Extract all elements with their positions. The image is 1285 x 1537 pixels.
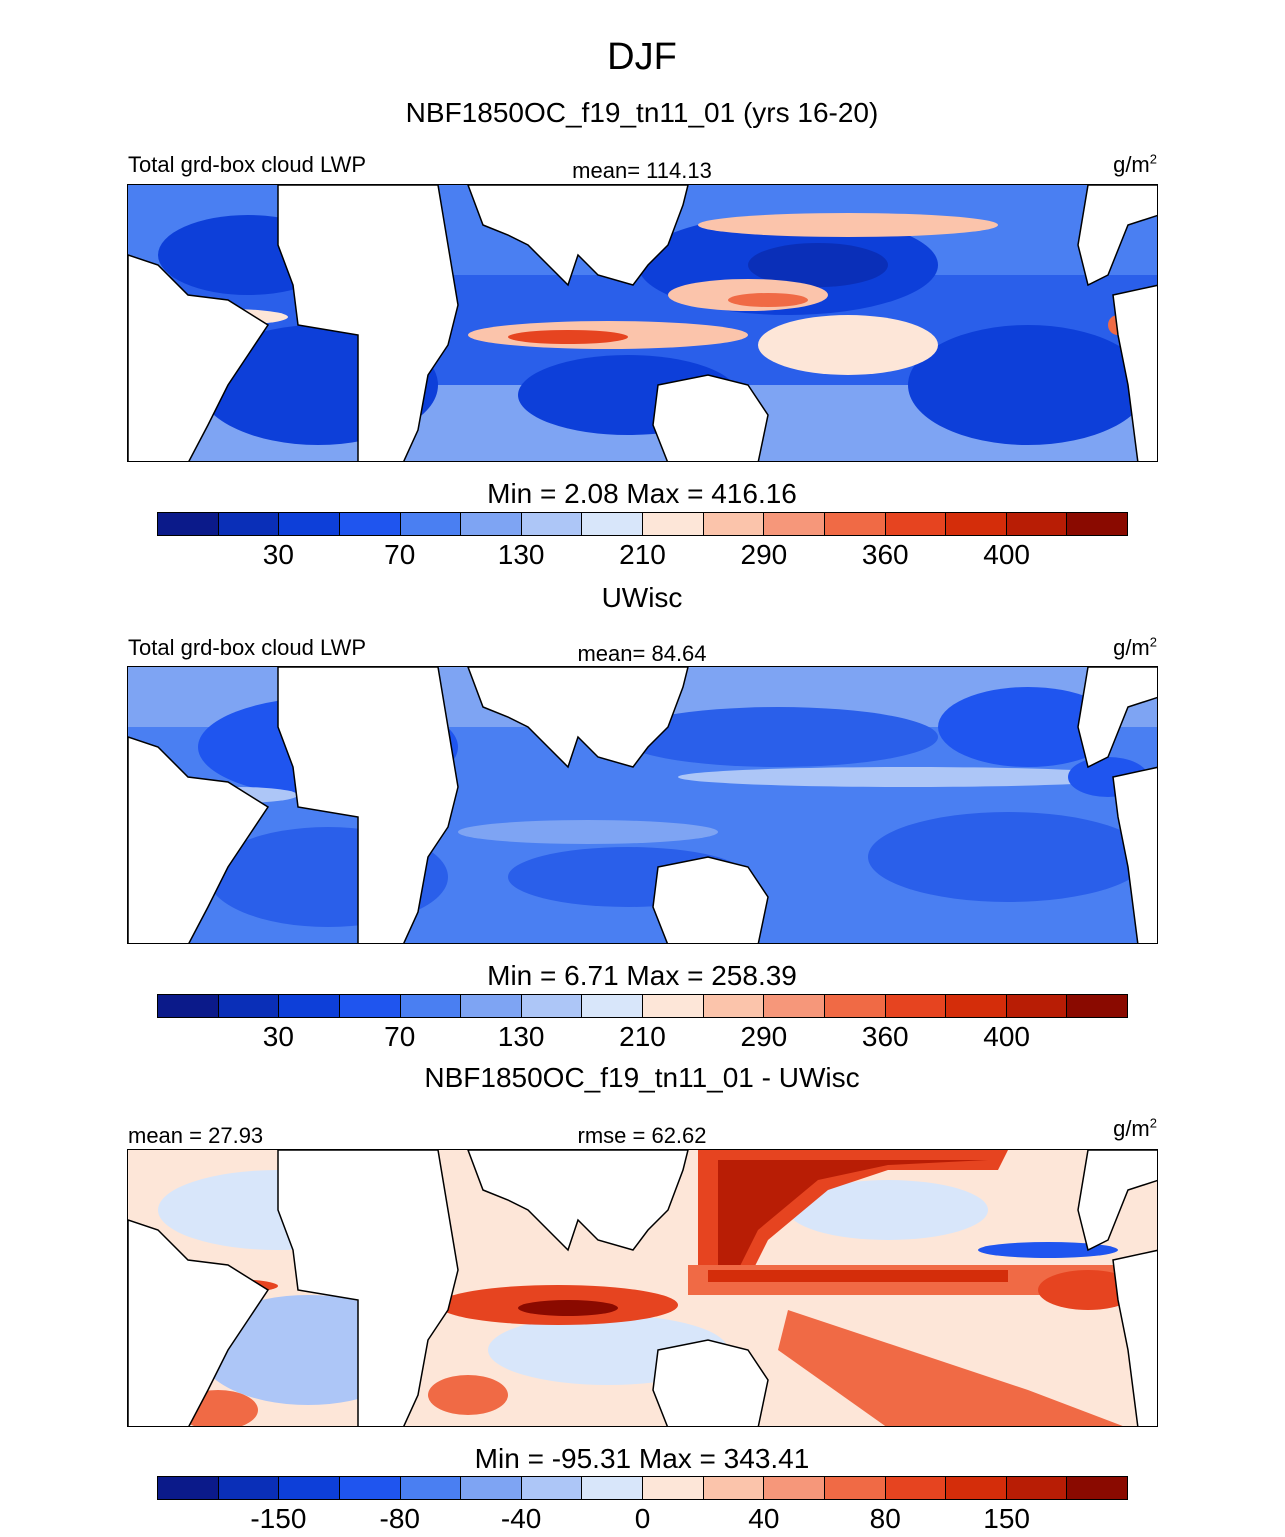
colorbar-swatch (521, 513, 583, 535)
colorbar-swatch (764, 1477, 825, 1499)
colorbar-swatch (582, 995, 643, 1017)
map-model (127, 184, 1158, 462)
colorbar-swatch (218, 513, 280, 535)
colorbar-swatch (339, 1477, 401, 1499)
mean-label-model: mean= 114.13 (572, 158, 712, 183)
colorbar-swatch (521, 1477, 583, 1499)
minmax-obs: Min = 6.71 Max = 258.39 (487, 960, 797, 991)
colorbar-swatch (703, 1477, 765, 1499)
rmse-label-diff: rmse = 62.62 (577, 1123, 707, 1148)
mean-label-obs: mean= 84.64 (577, 641, 707, 666)
colorbar-swatch (946, 513, 1007, 535)
colorbar-swatch (764, 995, 825, 1017)
colorbar-model (157, 512, 1128, 536)
colorbar-ticks-model: 30 70 130 210 290 360 400 (0, 539, 1285, 573)
map-model-canvas (128, 185, 1157, 461)
colorbar-swatch (824, 995, 886, 1017)
colorbar-tick-label: 290 (740, 539, 788, 570)
colorbar-swatch (461, 513, 522, 535)
colorbar-tick-label: 30 (262, 539, 294, 570)
colorbar-swatch (158, 1477, 219, 1499)
colorbar-tick-label: 400 (983, 1021, 1030, 1052)
variable-label-model: Total grd-box cloud LWP (128, 152, 367, 177)
colorbar-tick-label: 290 (740, 1021, 788, 1052)
colorbar-tick-label: 150 (983, 1503, 1030, 1534)
panel-heading-diff: NBF1850OC_f19_tn11_01 - UWisc (424, 1062, 860, 1093)
colorbar-swatch (1006, 995, 1068, 1017)
colorbar-swatch (885, 1477, 947, 1499)
map-diff-canvas (128, 1150, 1157, 1426)
colorbar-swatch (946, 1477, 1007, 1499)
units-label-obs: g/m2 (1113, 634, 1157, 660)
panel-heading-model: NBF1850OC_f19_tn11_01 (yrs 16-20) (405, 97, 879, 128)
colorbar-swatch (461, 1477, 522, 1499)
colorbar-tick-label: 70 (384, 539, 416, 570)
colorbar-swatch (946, 995, 1007, 1017)
colorbar-swatch (643, 1477, 704, 1499)
colorbar-swatch (158, 513, 219, 535)
colorbar-swatch (824, 513, 886, 535)
colorbar-swatch (885, 995, 947, 1017)
units-label-model: g/m2 (1113, 151, 1157, 177)
colorbar-tick-label: 130 (497, 539, 545, 570)
variable-label-obs: Total grd-box cloud LWP (128, 635, 367, 660)
colorbar-obs (157, 994, 1128, 1018)
colorbar-swatch (764, 513, 825, 535)
colorbar-swatch (1006, 513, 1068, 535)
colorbar-tick-label: 80 (869, 1503, 901, 1534)
colorbar-swatch (885, 513, 947, 535)
minmax-model: Min = 2.08 Max = 416.16 (487, 478, 797, 509)
colorbar-swatch (643, 995, 704, 1017)
colorbar-swatch (400, 513, 462, 535)
colorbar-ticks-obs: 30 70 130 210 290 360 400 (0, 1021, 1285, 1055)
colorbar-swatch (400, 995, 462, 1017)
colorbar-swatch (339, 995, 401, 1017)
colorbar-swatch (582, 513, 643, 535)
colorbar-tick-label: 130 (497, 1021, 545, 1052)
figure-title: DJF (607, 36, 677, 78)
map-diff (127, 1149, 1158, 1427)
map-obs-canvas (128, 667, 1157, 943)
colorbar-swatch (521, 995, 583, 1017)
colorbar-tick-label: 400 (983, 539, 1030, 570)
colorbar-tick-label: 40 (748, 1503, 780, 1534)
colorbar-tick-label: 360 (861, 1021, 909, 1052)
units-label-diff: g/m2 (1113, 1115, 1157, 1141)
minmax-diff: Min = -95.31 Max = 343.41 (474, 1443, 810, 1474)
colorbar-swatch (218, 995, 280, 1017)
colorbar-tick-label: -40 (500, 1503, 542, 1534)
colorbar-tick-label: 0 (634, 1503, 651, 1534)
colorbar-swatch (158, 995, 219, 1017)
colorbar-swatch (279, 995, 340, 1017)
colorbar-swatch (824, 1477, 886, 1499)
colorbar-tick-label: 360 (861, 539, 909, 570)
colorbar-swatch (339, 513, 401, 535)
colorbar-tick-label: -80 (379, 1503, 420, 1534)
colorbar-ticks-diff: -150 -80 -40 0 40 80 150 (0, 1503, 1285, 1537)
colorbar-tick-label: 210 (619, 1021, 666, 1052)
colorbar-swatch (582, 1477, 643, 1499)
map-obs (127, 666, 1158, 944)
colorbar-swatch (1067, 1477, 1127, 1499)
mean-label-diff: mean = 27.93 (128, 1123, 264, 1148)
panel-heading-obs: UWisc (601, 582, 683, 613)
colorbar-swatch (461, 995, 522, 1017)
colorbar-swatch (1067, 995, 1127, 1017)
colorbar-swatch (1006, 1477, 1068, 1499)
colorbar-swatch (218, 1477, 280, 1499)
colorbar-swatch (279, 513, 340, 535)
colorbar-tick-label: -150 (250, 1503, 307, 1534)
colorbar-swatch (703, 995, 765, 1017)
colorbar-swatch (279, 1477, 340, 1499)
colorbar-diff (157, 1476, 1128, 1500)
colorbar-tick-label: 210 (619, 539, 666, 570)
colorbar-swatch (703, 513, 765, 535)
colorbar-swatch (643, 513, 704, 535)
colorbar-tick-label: 30 (262, 1021, 294, 1052)
colorbar-swatch (400, 1477, 462, 1499)
colorbar-tick-label: 70 (384, 1021, 416, 1052)
colorbar-swatch (1067, 513, 1127, 535)
